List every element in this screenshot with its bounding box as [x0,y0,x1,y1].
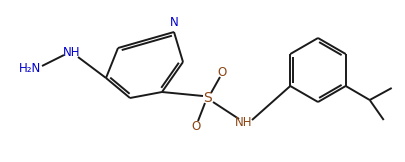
Text: H₂N: H₂N [19,62,41,75]
Text: O: O [191,120,200,133]
Text: O: O [217,65,226,79]
Text: NH: NH [234,116,252,128]
Text: NH: NH [63,46,81,58]
Text: N: N [169,16,178,29]
Text: S: S [203,91,212,105]
